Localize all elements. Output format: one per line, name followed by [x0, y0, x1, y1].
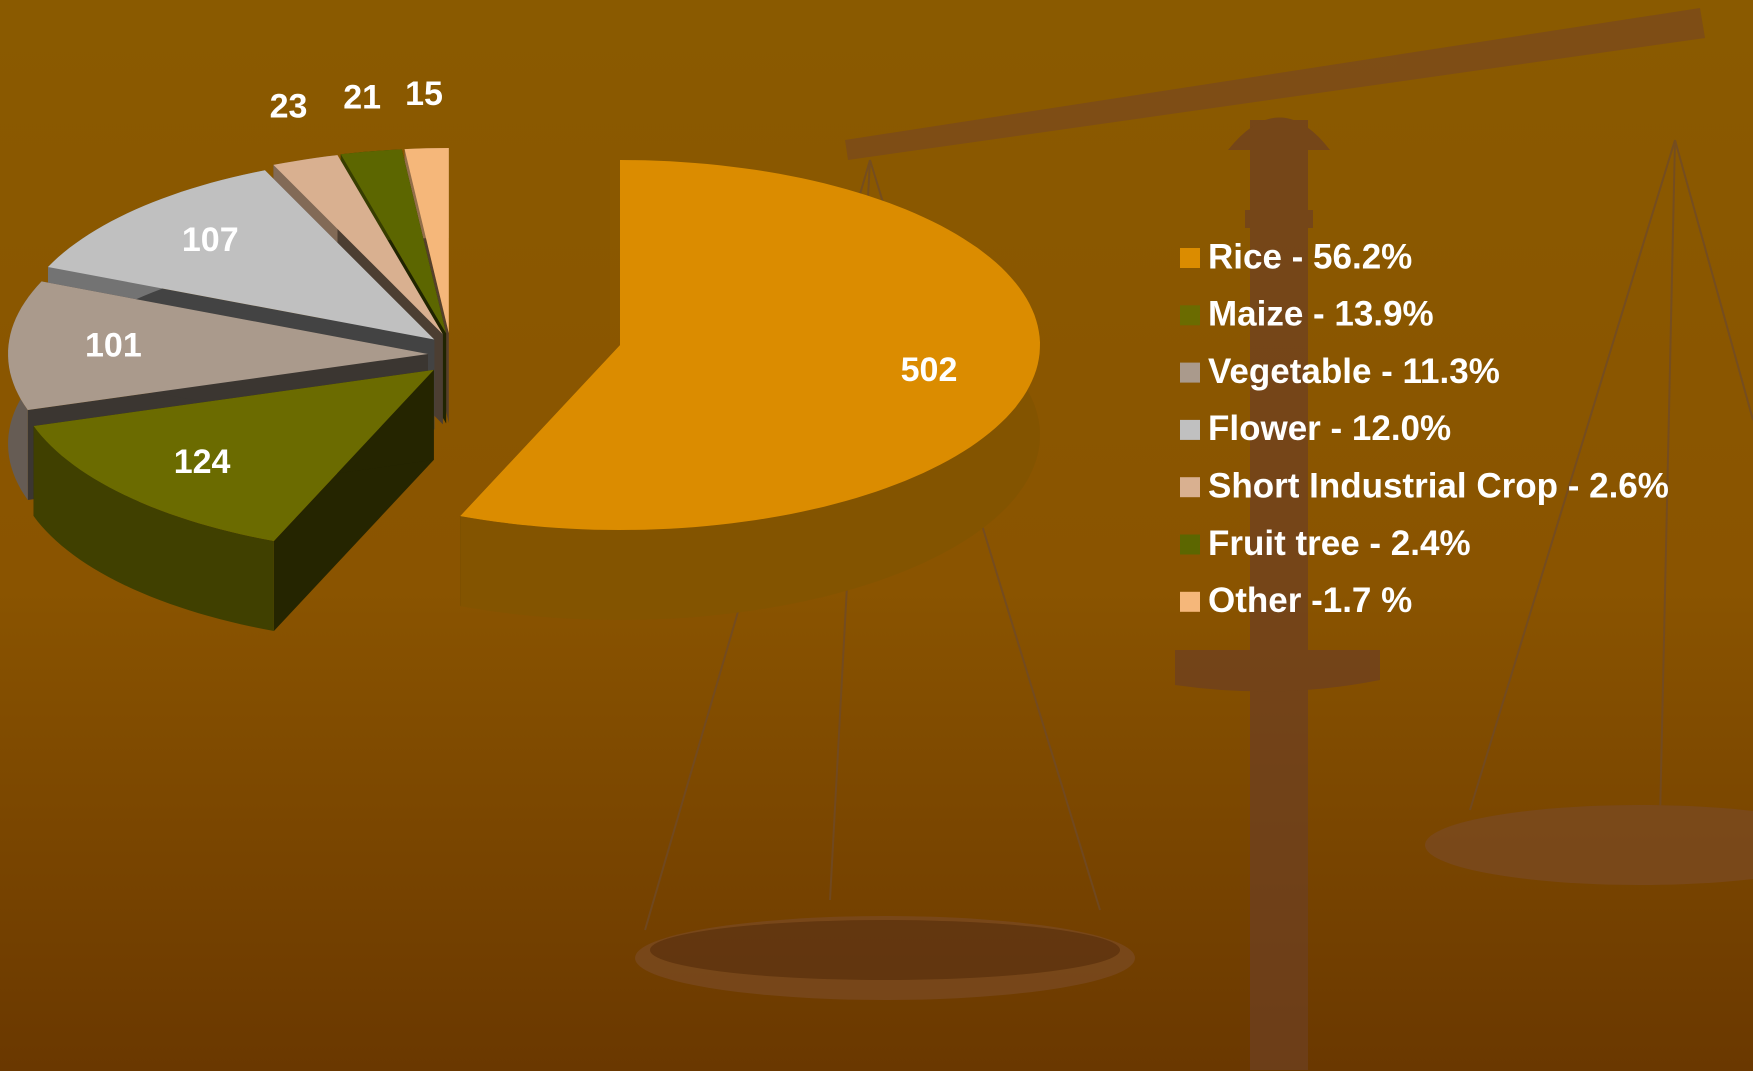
legend-swatch	[1180, 592, 1200, 612]
legend-label: Other -1.7 %	[1208, 581, 1412, 620]
legend-label: Maize - 13.9%	[1208, 295, 1434, 334]
legend-label: Fruit tree - 2.4%	[1208, 524, 1471, 563]
data-label: 502	[901, 351, 958, 389]
legend-swatch	[1180, 535, 1200, 555]
chart: 502 124 101 107 23 21 15 Rice - 56.2% Maize - 1…	[0, 0, 1753, 1071]
legend-swatch	[1180, 305, 1200, 325]
legend-label: Flower - 12.0%	[1208, 409, 1451, 448]
data-label: 21	[343, 78, 381, 116]
data-label: 23	[270, 87, 308, 125]
legend-label: Vegetable - 11.3%	[1208, 352, 1500, 391]
legend-swatch	[1180, 363, 1200, 383]
data-label: 15	[405, 75, 443, 113]
legend-label: Short Industrial Crop - 2.6%	[1208, 466, 1669, 505]
data-label: 107	[182, 221, 239, 259]
legend-swatch	[1180, 248, 1200, 268]
legend-swatch	[1180, 477, 1200, 497]
data-label: 124	[174, 443, 231, 481]
legend-label: Rice - 56.2%	[1208, 237, 1412, 276]
legend-swatch	[1180, 420, 1200, 440]
data-label: 101	[85, 326, 142, 364]
